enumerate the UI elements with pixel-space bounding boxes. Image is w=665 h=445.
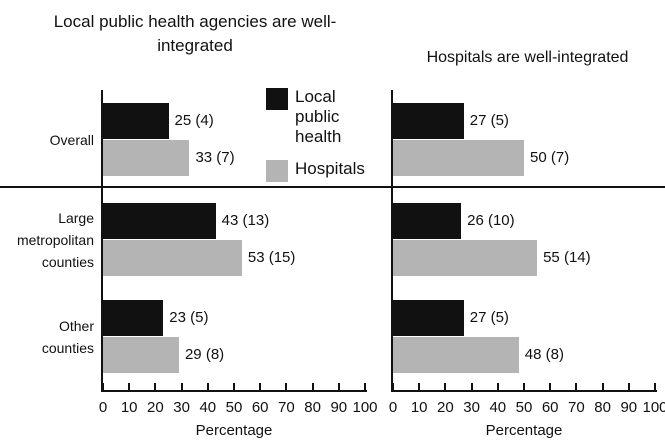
bar <box>103 103 169 139</box>
value-label: 25 (4) <box>174 112 214 129</box>
x-tick <box>128 383 131 392</box>
value-label: 33 (7) <box>195 149 235 166</box>
x-tick-label: 80 <box>304 399 321 416</box>
x-tick-label: 20 <box>147 399 164 416</box>
x-tick-label: 60 <box>541 399 559 416</box>
category-label: Other counties <box>41 318 94 356</box>
bar <box>103 240 242 276</box>
x-tick-label: 30 <box>173 399 190 416</box>
x-tick <box>627 383 630 392</box>
chart-title: Hospitals are well-integrated <box>426 49 629 66</box>
bar <box>393 140 524 176</box>
x-tick <box>470 383 473 392</box>
value-label: 55 (14) <box>543 249 591 266</box>
x-tick-label: 40 <box>199 399 217 416</box>
x-tick-label: 0 <box>388 399 398 416</box>
separator <box>0 186 665 188</box>
x-tick-label: 60 <box>251 399 269 416</box>
x-tick-label: 0 <box>98 399 108 416</box>
x-tick-label: 70 <box>568 399 585 416</box>
x-tick-label: 100 <box>352 399 378 416</box>
x-tick-label: 50 <box>225 399 243 416</box>
bar <box>393 337 519 373</box>
y-axis <box>101 90 103 392</box>
value-label: 53 (15) <box>247 249 296 266</box>
legend-swatch <box>266 88 288 110</box>
x-tick <box>496 383 499 392</box>
x-tick-label: 10 <box>120 399 138 416</box>
x-tick-label: 100 <box>642 399 665 416</box>
x-tick-label: 90 <box>330 399 348 416</box>
y-axis <box>391 90 393 392</box>
x-tick <box>364 383 366 392</box>
bar <box>103 300 164 336</box>
x-tick <box>549 383 552 392</box>
x-tick <box>154 383 157 392</box>
x-tick <box>601 383 604 392</box>
x-tick <box>180 383 183 392</box>
category-label: Overall <box>49 132 94 148</box>
legend-label: Local public health <box>295 87 342 146</box>
value-label: 27 (5) <box>469 112 509 129</box>
x-tick-label: 50 <box>515 399 533 416</box>
x-tick-label: 30 <box>463 399 480 416</box>
x-tick <box>444 383 447 392</box>
legend-swatch <box>266 160 288 182</box>
x-tick <box>392 383 394 392</box>
x-tick-label: 20 <box>437 399 454 416</box>
value-label: 23 (5) <box>169 309 209 326</box>
x-axis-label: Percentage <box>485 422 563 439</box>
value-label: 29 (8) <box>184 346 225 363</box>
bar <box>393 300 464 336</box>
bar <box>393 103 464 139</box>
bar <box>103 203 216 239</box>
value-label: 50 (7) <box>530 149 570 166</box>
legend-label: Hospitals <box>295 159 365 178</box>
bar <box>393 203 462 239</box>
x-tick <box>418 383 421 392</box>
x-tick <box>233 383 235 392</box>
x-tick <box>523 383 525 392</box>
value-label: 43 (13) <box>221 212 270 229</box>
value-label: 48 (8) <box>524 346 564 363</box>
chart-title: Local public health agencies are well-in… <box>53 12 337 55</box>
x-tick <box>654 383 656 392</box>
x-tick <box>311 383 314 392</box>
bar <box>103 337 179 373</box>
x-tick <box>575 383 578 392</box>
x-tick-label: 80 <box>594 399 611 416</box>
x-tick <box>206 383 209 392</box>
x-tick-label: 40 <box>489 399 507 416</box>
bar <box>393 240 538 276</box>
value-label: 27 (5) <box>469 309 509 326</box>
x-tick <box>102 383 104 392</box>
x-tick-label: 70 <box>278 399 295 416</box>
x-tick-label: 10 <box>410 399 428 416</box>
value-label: 26 (10) <box>467 212 515 229</box>
category-label: Large metropolitan counties <box>16 210 94 270</box>
bar <box>103 140 190 176</box>
x-tick-label: 90 <box>620 399 638 416</box>
x-tick <box>259 383 262 392</box>
x-axis-label: Percentage <box>195 422 273 439</box>
x-tick <box>285 383 288 392</box>
x-tick <box>337 383 340 392</box>
